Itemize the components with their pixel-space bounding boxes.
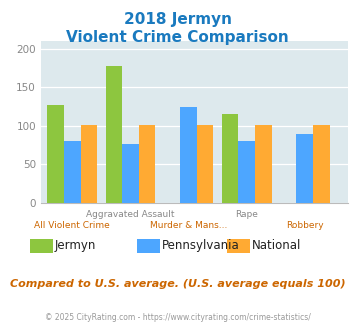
Bar [238, 141, 255, 203]
Bar [81, 125, 97, 203]
Text: Pennsylvania: Pennsylvania [162, 239, 239, 252]
Bar [122, 145, 139, 203]
Text: Violent Crime Comparison: Violent Crime Comparison [66, 30, 289, 45]
Bar [48, 105, 64, 203]
Bar [222, 115, 238, 203]
Text: National: National [252, 239, 301, 252]
Text: Aggravated Assault: Aggravated Assault [86, 210, 175, 218]
Text: 2018 Jermyn: 2018 Jermyn [124, 12, 231, 26]
Bar [296, 134, 313, 203]
Bar [180, 108, 197, 203]
Bar [105, 66, 122, 203]
Bar [64, 141, 81, 203]
Text: Robbery: Robbery [286, 221, 323, 230]
Text: Murder & Mans...: Murder & Mans... [150, 221, 227, 230]
Text: Rape: Rape [235, 210, 258, 218]
Bar [255, 125, 272, 203]
Text: © 2025 CityRating.com - https://www.cityrating.com/crime-statistics/: © 2025 CityRating.com - https://www.city… [45, 313, 310, 322]
Bar [139, 125, 155, 203]
Text: All Violent Crime: All Violent Crime [34, 221, 110, 230]
Text: Compared to U.S. average. (U.S. average equals 100): Compared to U.S. average. (U.S. average … [10, 279, 345, 289]
Bar [313, 125, 330, 203]
Text: Jermyn: Jermyn [55, 239, 97, 252]
Bar [197, 125, 213, 203]
